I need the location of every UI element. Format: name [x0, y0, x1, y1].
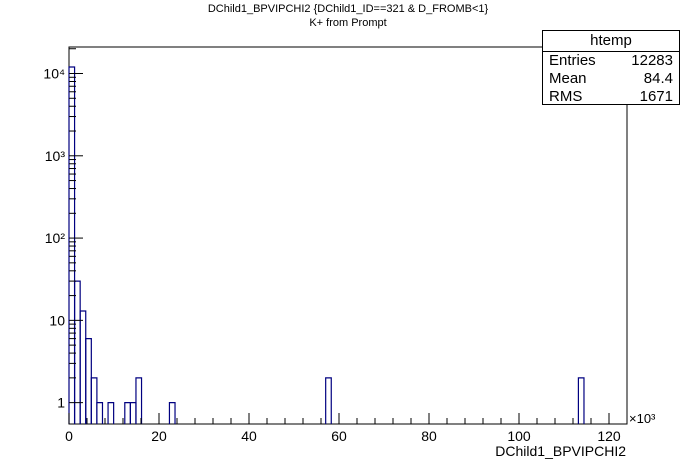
histogram-bin-5 — [97, 403, 103, 424]
x-tick-label-60: 60 — [331, 428, 347, 444]
histogram-bin-6 — [108, 403, 114, 424]
y-tick-label-1: 1 — [57, 395, 65, 411]
x-axis-label: DChild1_BPVIPCHI2 — [495, 443, 626, 459]
stats-box: htemp Entries 12283 Mean 84.4 RMS 1671 — [542, 30, 680, 105]
stats-mean-row: Mean 84.4 — [543, 70, 679, 88]
x-tick-label-80: 80 — [421, 428, 437, 444]
x-tick-label-0: 0 — [65, 428, 73, 444]
x-axis-multiplier: ×10³ — [629, 411, 656, 426]
stats-mean-label: Mean — [549, 70, 587, 88]
histogram-bin-9 — [136, 378, 142, 424]
stats-title: htemp — [543, 31, 679, 52]
histogram-bin-0 — [69, 67, 75, 424]
x-tick-label-100: 100 — [507, 428, 531, 444]
chart-subtitle: K+ from Prompt — [0, 17, 696, 29]
histogram-bin-8 — [130, 403, 136, 424]
histogram-bin-3 — [86, 339, 92, 424]
x-tick-label-40: 40 — [241, 428, 257, 444]
y-tick-label-100: 10² — [45, 230, 66, 246]
stats-rms-value: 1671 — [640, 88, 673, 106]
axes: 0 20 40 60 80 100 120 1 10 10² 10³ 10⁴ DChild1_BPVIP… — [43, 49, 656, 459]
histogram-bin-7 — [125, 403, 131, 424]
chart-title: DChild1_BPVIPCHI2 {DChild1_ID==321 & D_F… — [0, 3, 696, 15]
histogram-bin-4 — [91, 378, 97, 424]
stats-rms-row: RMS 1671 — [543, 88, 679, 106]
histogram-bin-10 — [169, 403, 175, 424]
histogram-bin-2 — [80, 311, 86, 424]
y-tick-label-1000: 10³ — [45, 148, 66, 164]
stats-rms-label: RMS — [549, 88, 582, 106]
histogram-series — [69, 67, 584, 424]
stats-entries-label: Entries — [549, 52, 596, 70]
stats-entries-row: Entries 12283 — [543, 52, 679, 70]
histogram-bin-11 — [326, 378, 332, 424]
x-tick-label-20: 20 — [151, 428, 167, 444]
y-tick-label-10: 10 — [49, 312, 65, 328]
stats-mean-value: 84.4 — [644, 70, 673, 88]
stats-entries-value: 12283 — [631, 52, 673, 70]
x-tick-label-120: 120 — [597, 428, 621, 444]
y-tick-label-10000: 10⁴ — [43, 66, 65, 82]
histogram-bin-12 — [578, 378, 584, 424]
